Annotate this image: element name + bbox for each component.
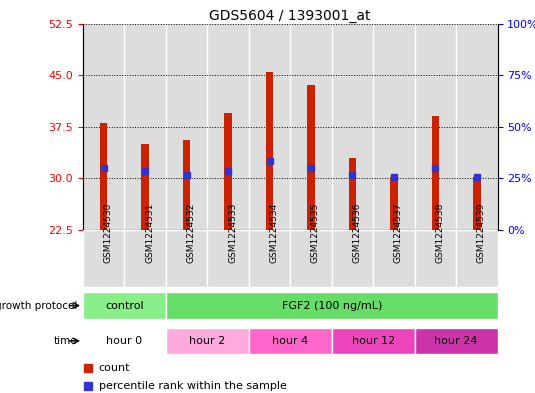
- Bar: [224, 113, 232, 230]
- Bar: [83, 328, 166, 354]
- Bar: [124, 230, 166, 287]
- Bar: [373, 24, 415, 230]
- Text: GSM1224530: GSM1224530: [104, 202, 113, 263]
- Bar: [266, 72, 273, 230]
- Bar: [249, 328, 332, 354]
- Text: hour 24: hour 24: [434, 336, 478, 346]
- Bar: [415, 328, 498, 354]
- Bar: [332, 328, 415, 354]
- Text: GSM1224537: GSM1224537: [394, 202, 403, 263]
- Text: GSM1224538: GSM1224538: [435, 202, 445, 263]
- Bar: [141, 144, 149, 230]
- Bar: [456, 230, 498, 287]
- Bar: [332, 24, 373, 230]
- Text: GSM1224532: GSM1224532: [187, 203, 196, 263]
- Bar: [291, 24, 332, 230]
- Bar: [249, 230, 291, 287]
- Text: percentile rank within the sample: percentile rank within the sample: [99, 381, 287, 391]
- Bar: [390, 177, 398, 230]
- Bar: [415, 24, 456, 230]
- Bar: [100, 123, 108, 230]
- Bar: [208, 24, 249, 230]
- Bar: [83, 24, 124, 230]
- Bar: [166, 292, 498, 319]
- Bar: [307, 86, 315, 230]
- Bar: [166, 230, 208, 287]
- Bar: [432, 116, 439, 230]
- Text: GSM1224539: GSM1224539: [477, 202, 486, 263]
- Bar: [373, 230, 415, 287]
- Bar: [415, 230, 456, 287]
- Text: control: control: [105, 301, 144, 310]
- Bar: [349, 158, 356, 230]
- Text: hour 12: hour 12: [351, 336, 395, 346]
- Text: hour 4: hour 4: [272, 336, 308, 346]
- Bar: [456, 24, 498, 230]
- Bar: [183, 140, 190, 230]
- Bar: [166, 24, 208, 230]
- Bar: [124, 24, 166, 230]
- Text: GSM1224536: GSM1224536: [353, 202, 362, 263]
- Text: GSM1224535: GSM1224535: [311, 202, 320, 263]
- Text: GSM1224534: GSM1224534: [270, 203, 279, 263]
- Text: growth protocol: growth protocol: [0, 301, 78, 310]
- Title: GDS5604 / 1393001_at: GDS5604 / 1393001_at: [210, 9, 371, 22]
- Bar: [291, 230, 332, 287]
- Text: time: time: [54, 336, 78, 346]
- Text: FGF2 (100 ng/mL): FGF2 (100 ng/mL): [281, 301, 382, 310]
- Bar: [473, 177, 480, 230]
- Text: GSM1224531: GSM1224531: [145, 202, 154, 263]
- Text: hour 0: hour 0: [106, 336, 142, 346]
- Bar: [166, 328, 249, 354]
- Text: hour 2: hour 2: [189, 336, 225, 346]
- Bar: [332, 230, 373, 287]
- Bar: [83, 292, 166, 319]
- Bar: [249, 24, 291, 230]
- Bar: [83, 230, 124, 287]
- Text: count: count: [99, 363, 131, 373]
- Text: GSM1224533: GSM1224533: [228, 202, 237, 263]
- Bar: [208, 230, 249, 287]
